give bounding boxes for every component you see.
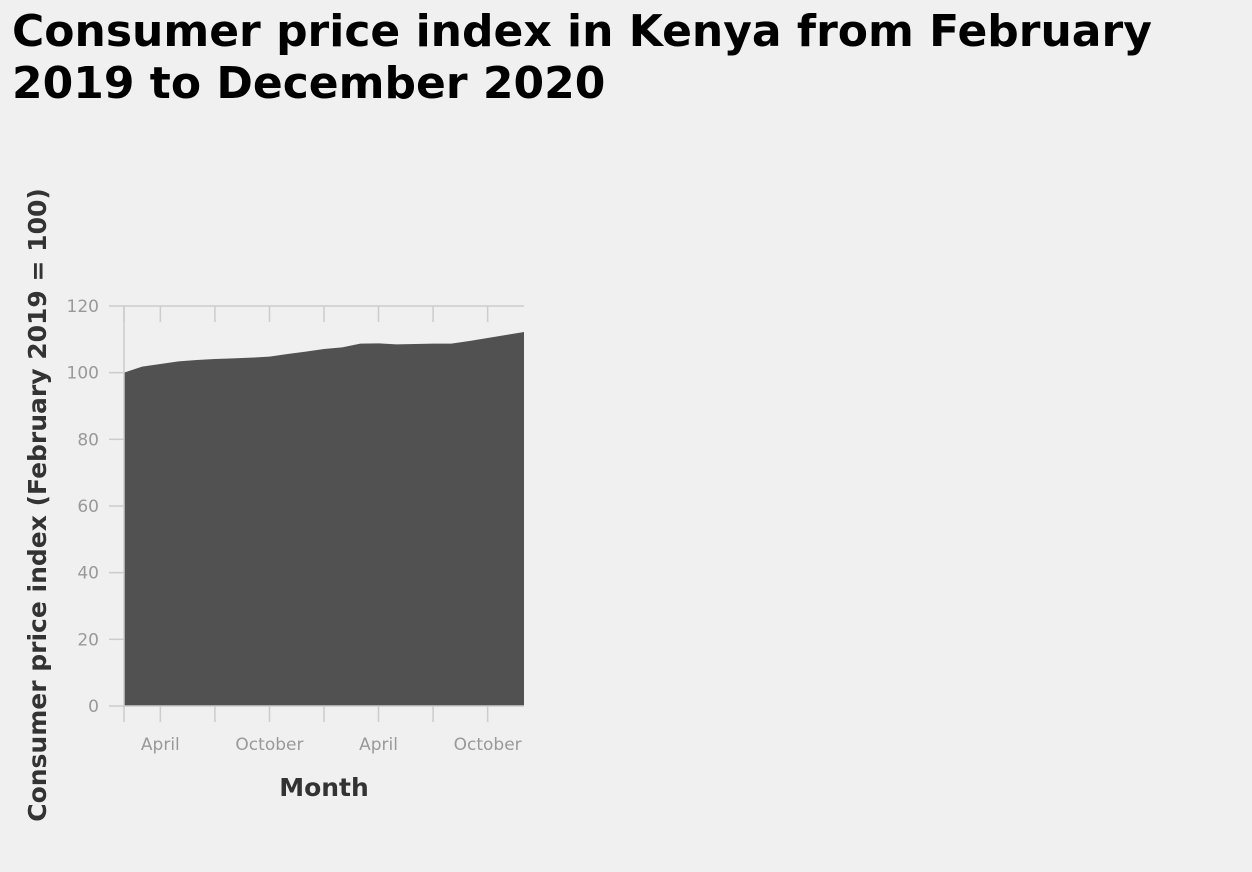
- y-tick-label-40: 40: [77, 564, 99, 584]
- y-tick-label-80: 80: [77, 430, 99, 450]
- cpi-area: [124, 332, 524, 706]
- area-layer: [124, 332, 524, 706]
- y-tick-label-120: 120: [67, 297, 99, 317]
- y-tick-label-100: 100: [67, 364, 99, 384]
- y-tick-label-20: 20: [77, 630, 99, 650]
- y-ticks: 0 20 40 60 80 100 120: [67, 297, 124, 717]
- y-tick-label-0: 0: [88, 697, 99, 717]
- y-tick-label-60: 60: [77, 497, 99, 517]
- x-tick-label-1: October: [235, 735, 303, 755]
- y-axis-title: Consumer price index (February 2019 = 10…: [23, 188, 52, 822]
- x-tick-label-3: October: [454, 735, 522, 755]
- x-tick-label-2: April: [359, 735, 398, 755]
- x-ticks: April October April October: [123, 306, 522, 755]
- x-tick-label-0: April: [141, 735, 180, 755]
- chart-title: Consumer price index in Kenya from Febru…: [12, 6, 1152, 109]
- x-axis-title: Month: [279, 773, 369, 802]
